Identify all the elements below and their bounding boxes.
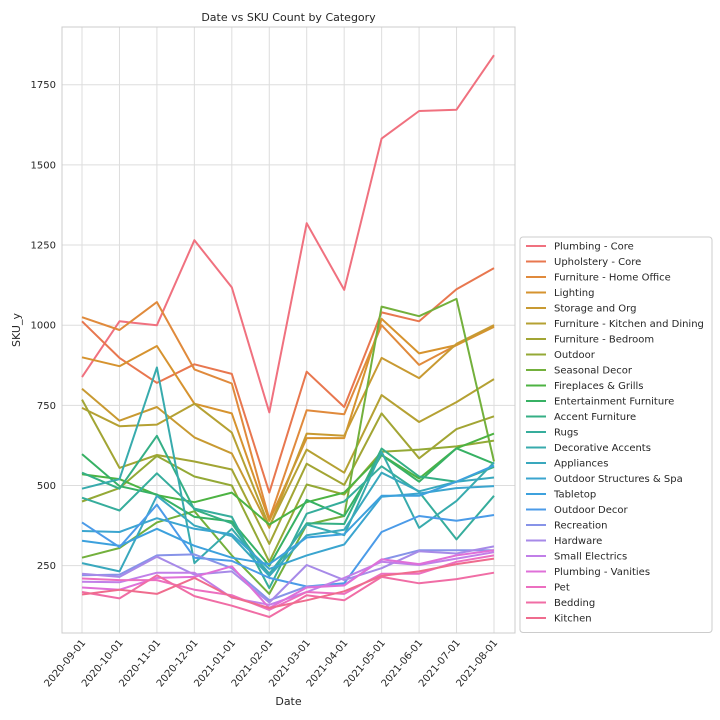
legend-label: Bedding (554, 598, 595, 609)
y-tick-label: 1250 (31, 241, 56, 252)
legend-label: Tabletop (553, 490, 596, 501)
series-line (81, 471, 495, 577)
series-line (81, 324, 495, 529)
y-axis-title: SKU_y (10, 313, 23, 347)
legend-entry: Small Electrics (526, 552, 627, 563)
legend-label: Upholstery - Core (554, 257, 641, 268)
series-line (81, 503, 495, 588)
legend-label: Accent Furniture (554, 412, 636, 423)
legend-label: Pet (554, 583, 570, 594)
series-line (81, 399, 495, 545)
legend-entry: Outdoor Decor (526, 505, 628, 516)
series-line (81, 557, 495, 609)
legend-label: Outdoor Structures & Spa (554, 474, 683, 485)
plot-frame (61, 26, 516, 634)
legend-entry: Furniture - Home Office (526, 273, 671, 284)
legend-label: Kitchen (554, 614, 592, 625)
legend-entry: Decorative Accents (526, 443, 651, 454)
x-axis-title: Date (275, 695, 302, 708)
legend: Plumbing - Core Upholstery - Core Furnitur… (519, 236, 713, 633)
y-tick-label: 500 (37, 481, 56, 492)
y-tick-label: 250 (37, 561, 56, 572)
legend-entry: Tabletop (526, 490, 596, 501)
series-lines (81, 54, 495, 618)
chart-title: Date vs SKU Count by Category (201, 11, 376, 24)
legend-label: Outdoor (554, 350, 596, 361)
series-line (81, 267, 495, 494)
legend-label: Recreation (554, 521, 607, 532)
legend-entry: Kitchen (526, 614, 592, 625)
legend-label: Furniture - Bedroom (554, 335, 654, 346)
legend-entry: Bedding (526, 598, 595, 609)
legend-entry: Fireplaces & Grills (526, 381, 644, 392)
legend-label: Fireplaces & Grills (554, 381, 644, 392)
y-tick-label: 1750 (31, 80, 56, 91)
series-line (81, 439, 495, 563)
legend-label: Appliances (554, 459, 608, 470)
legend-entry: Accent Furniture (526, 412, 636, 423)
x-axis: 2020-09-012020-10-012020-11-012020-12-01… (43, 638, 501, 690)
legend-label: Furniture - Kitchen and Dining (554, 319, 704, 330)
legend-entry: Plumbing - Vanities (526, 567, 650, 578)
legend-box (519, 236, 713, 633)
legend-label: Lighting (554, 288, 594, 299)
legend-entry: Outdoor Structures & Spa (526, 474, 683, 485)
series-line (81, 571, 495, 618)
series-line (81, 54, 495, 414)
legend-entry: Pet (526, 583, 570, 594)
legend-label: Plumbing - Vanities (554, 567, 650, 578)
y-tick-label: 750 (37, 401, 56, 412)
legend-entry: Appliances (526, 459, 608, 470)
legend-entry: Outdoor (526, 350, 596, 361)
series-line (81, 447, 495, 567)
legend-entry: Furniture - Bedroom (526, 335, 654, 346)
legend-entry: Storage and Org (526, 304, 636, 315)
y-tick-label: 1500 (31, 160, 56, 171)
legend-label: Hardware (554, 536, 602, 547)
series-line (81, 545, 495, 604)
legend-label: Storage and Org (554, 304, 636, 315)
legend-entry: Recreation (526, 521, 607, 532)
legend-label: Small Electrics (554, 552, 627, 563)
y-axis: 250 500 750 1000 1250 1500 1750 (31, 80, 56, 572)
legend-label: Furniture - Home Office (554, 273, 671, 284)
series-line (81, 464, 495, 566)
legend-label: Plumbing - Core (554, 242, 634, 253)
y-tick-label: 1000 (31, 321, 56, 332)
series-line (81, 301, 495, 521)
legend-entry: Lighting (526, 288, 594, 299)
legend-entry: Furniture - Kitchen and Dining (526, 319, 704, 330)
legend-entry: Hardware (526, 536, 602, 547)
legend-label: Rugs (554, 428, 578, 439)
legend-entry: Plumbing - Core (526, 242, 634, 253)
legend-label: Decorative Accents (554, 443, 651, 454)
legend-label: Outdoor Decor (554, 505, 628, 516)
series-line (81, 366, 495, 575)
legend-label: Seasonal Decor (554, 366, 633, 377)
series-line (81, 297, 495, 595)
legend-entry: Seasonal Decor (526, 366, 633, 377)
legend-entry: Entertainment Furniture (526, 397, 674, 408)
legend-entry: Rugs (526, 428, 578, 439)
legend-entry: Upholstery - Core (526, 257, 641, 268)
legend-label: Entertainment Furniture (554, 397, 674, 408)
series-line (81, 378, 495, 528)
series-line (81, 549, 494, 602)
